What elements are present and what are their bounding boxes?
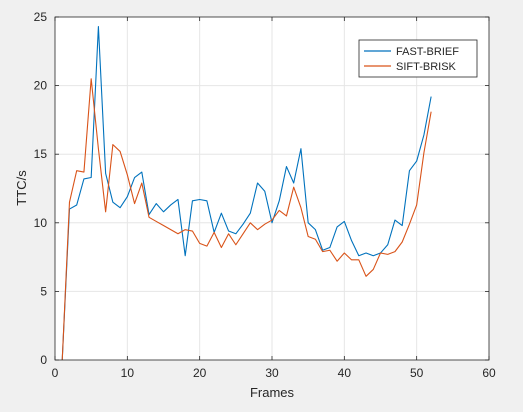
y-tick-label: 20 (34, 79, 48, 93)
y-tick-label: 25 (34, 10, 48, 24)
grid (55, 17, 489, 360)
series-layer (61, 26, 432, 361)
y-axis-label: TTC/s (14, 170, 29, 206)
x-tick-label: 60 (482, 366, 496, 380)
legend-box (358, 39, 478, 78)
x-axis-label: Frames (250, 385, 295, 400)
x-tick-label: 50 (410, 366, 424, 380)
legend-label-fast-brief: FAST-BRIEF (396, 46, 459, 58)
y-tick-label: 0 (40, 353, 47, 367)
y-tick-label: 10 (34, 216, 48, 230)
y-tick-label: 5 (40, 284, 47, 298)
y-tick-label: 15 (34, 147, 48, 161)
legend: FAST-BRIEF SIFT-BRISK (358, 39, 478, 78)
legend-label-sift-brisk: SIFT-BRISK (396, 61, 457, 73)
series-line-fast-brief (61, 26, 432, 361)
x-tick-label: 20 (193, 366, 207, 380)
x-tick-label: 10 (121, 366, 135, 380)
ticks: 0 10 20 30 40 50 60 0 5 10 15 20 25 (34, 10, 496, 380)
x-tick-label: 0 (52, 366, 59, 380)
x-tick-label: 40 (338, 366, 352, 380)
x-tick-label: 30 (265, 366, 279, 380)
series-line-sift-brisk (61, 78, 432, 361)
